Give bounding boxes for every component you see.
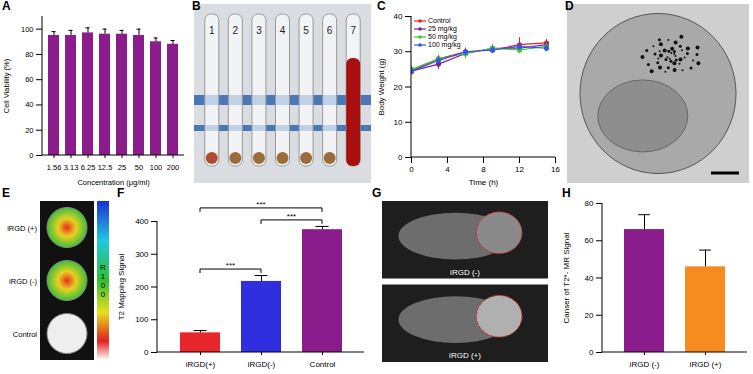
svg-text:iRGD (-): iRGD (-) — [630, 360, 660, 369]
svg-text:iRGD (+): iRGD (+) — [690, 360, 722, 369]
svg-text:80: 80 — [585, 199, 594, 208]
svg-text:Control: Control — [310, 360, 336, 369]
svg-text:Cell Viability (%): Cell Viability (%) — [2, 58, 11, 113]
svg-text:0: 0 — [101, 290, 106, 299]
svg-text:40: 40 — [585, 274, 594, 283]
svg-text:4: 4 — [280, 25, 286, 36]
svg-text:7: 7 — [350, 25, 356, 36]
svg-text:0: 0 — [409, 165, 414, 174]
svg-text:8: 8 — [481, 165, 486, 174]
svg-text:400: 400 — [135, 217, 149, 226]
svg-text:200: 200 — [135, 283, 149, 292]
svg-text:iRGD (-): iRGD (-) — [9, 277, 37, 286]
svg-text:0: 0 — [144, 348, 149, 357]
svg-text:iRGD(+): iRGD(+) — [186, 360, 216, 369]
svg-text:10: 10 — [394, 118, 403, 127]
svg-text:60: 60 — [25, 75, 33, 84]
svg-text:100: 100 — [135, 315, 149, 324]
svg-text:Time (h): Time (h) — [469, 178, 499, 187]
html-text:H: H — [562, 186, 571, 200]
svg-text:30: 30 — [394, 47, 403, 56]
svg-text:25: 25 — [118, 163, 126, 172]
svg-text:40: 40 — [394, 12, 403, 21]
svg-text:6: 6 — [327, 25, 333, 36]
svg-text:0: 0 — [589, 348, 594, 357]
svg-text:1: 1 — [101, 272, 106, 281]
html-text:B: B — [192, 0, 201, 13]
svg-text:12.5: 12.5 — [98, 163, 113, 172]
svg-text:20: 20 — [585, 311, 594, 320]
svg-text:4: 4 — [445, 165, 450, 174]
svg-text:6.25: 6.25 — [81, 163, 96, 172]
html-text:C: C — [377, 0, 386, 13]
svg-text:20: 20 — [394, 83, 403, 92]
svg-text:200: 200 — [167, 163, 180, 172]
svg-text:Canser of T2*- MR Signal: Canser of T2*- MR Signal — [562, 232, 571, 323]
svg-text:1: 1 — [209, 25, 215, 36]
html-text:D: D — [565, 0, 574, 13]
svg-text:Control: Control — [13, 330, 38, 339]
svg-text:16: 16 — [551, 165, 560, 174]
svg-text:***: *** — [226, 261, 235, 270]
svg-text:0: 0 — [398, 153, 403, 162]
html-text:E: E — [2, 186, 10, 200]
svg-text:12: 12 — [515, 165, 524, 174]
html-text:50 mg/kg: 50 mg/kg — [428, 33, 457, 40]
svg-text:5: 5 — [303, 25, 309, 36]
html-text:A: A — [2, 0, 11, 13]
svg-text:100: 100 — [21, 25, 34, 34]
svg-text:Body Weight (g): Body Weight (g) — [377, 58, 386, 116]
html-text:G: G — [372, 186, 382, 200]
svg-text:80: 80 — [25, 50, 33, 59]
svg-text:iRGD(-): iRGD(-) — [248, 360, 276, 369]
svg-text:3: 3 — [256, 25, 262, 36]
svg-text:3.13: 3.13 — [64, 163, 79, 172]
svg-text:0: 0 — [29, 151, 33, 160]
svg-text:R: R — [100, 263, 106, 272]
html-text:F: F — [117, 186, 125, 200]
svg-text:50: 50 — [135, 163, 143, 172]
html-text:100 mg/kg: 100 mg/kg — [428, 41, 461, 48]
svg-text:iRGD (+): iRGD (+) — [7, 224, 37, 233]
svg-text:20: 20 — [25, 126, 33, 135]
svg-text:0: 0 — [101, 281, 106, 290]
html-text:Control: Control — [428, 17, 451, 24]
svg-text:T2 Mapping Signal: T2 Mapping Signal — [117, 253, 126, 320]
svg-text:***: *** — [287, 212, 296, 221]
svg-text:40: 40 — [25, 100, 33, 109]
svg-text:***: *** — [256, 200, 265, 209]
svg-text:60: 60 — [585, 236, 594, 245]
svg-text:Concentration (μg/ml): Concentration (μg/ml) — [77, 178, 150, 187]
svg-text:300: 300 — [135, 250, 149, 259]
svg-text:2: 2 — [233, 25, 239, 36]
svg-text:1.56: 1.56 — [47, 163, 62, 172]
svg-text:100: 100 — [150, 163, 163, 172]
html-text:25 mg/kg: 25 mg/kg — [428, 25, 457, 32]
svg-text:iRGD (+): iRGD (+) — [449, 351, 481, 360]
svg-text:iRGD (-): iRGD (-) — [450, 268, 480, 277]
